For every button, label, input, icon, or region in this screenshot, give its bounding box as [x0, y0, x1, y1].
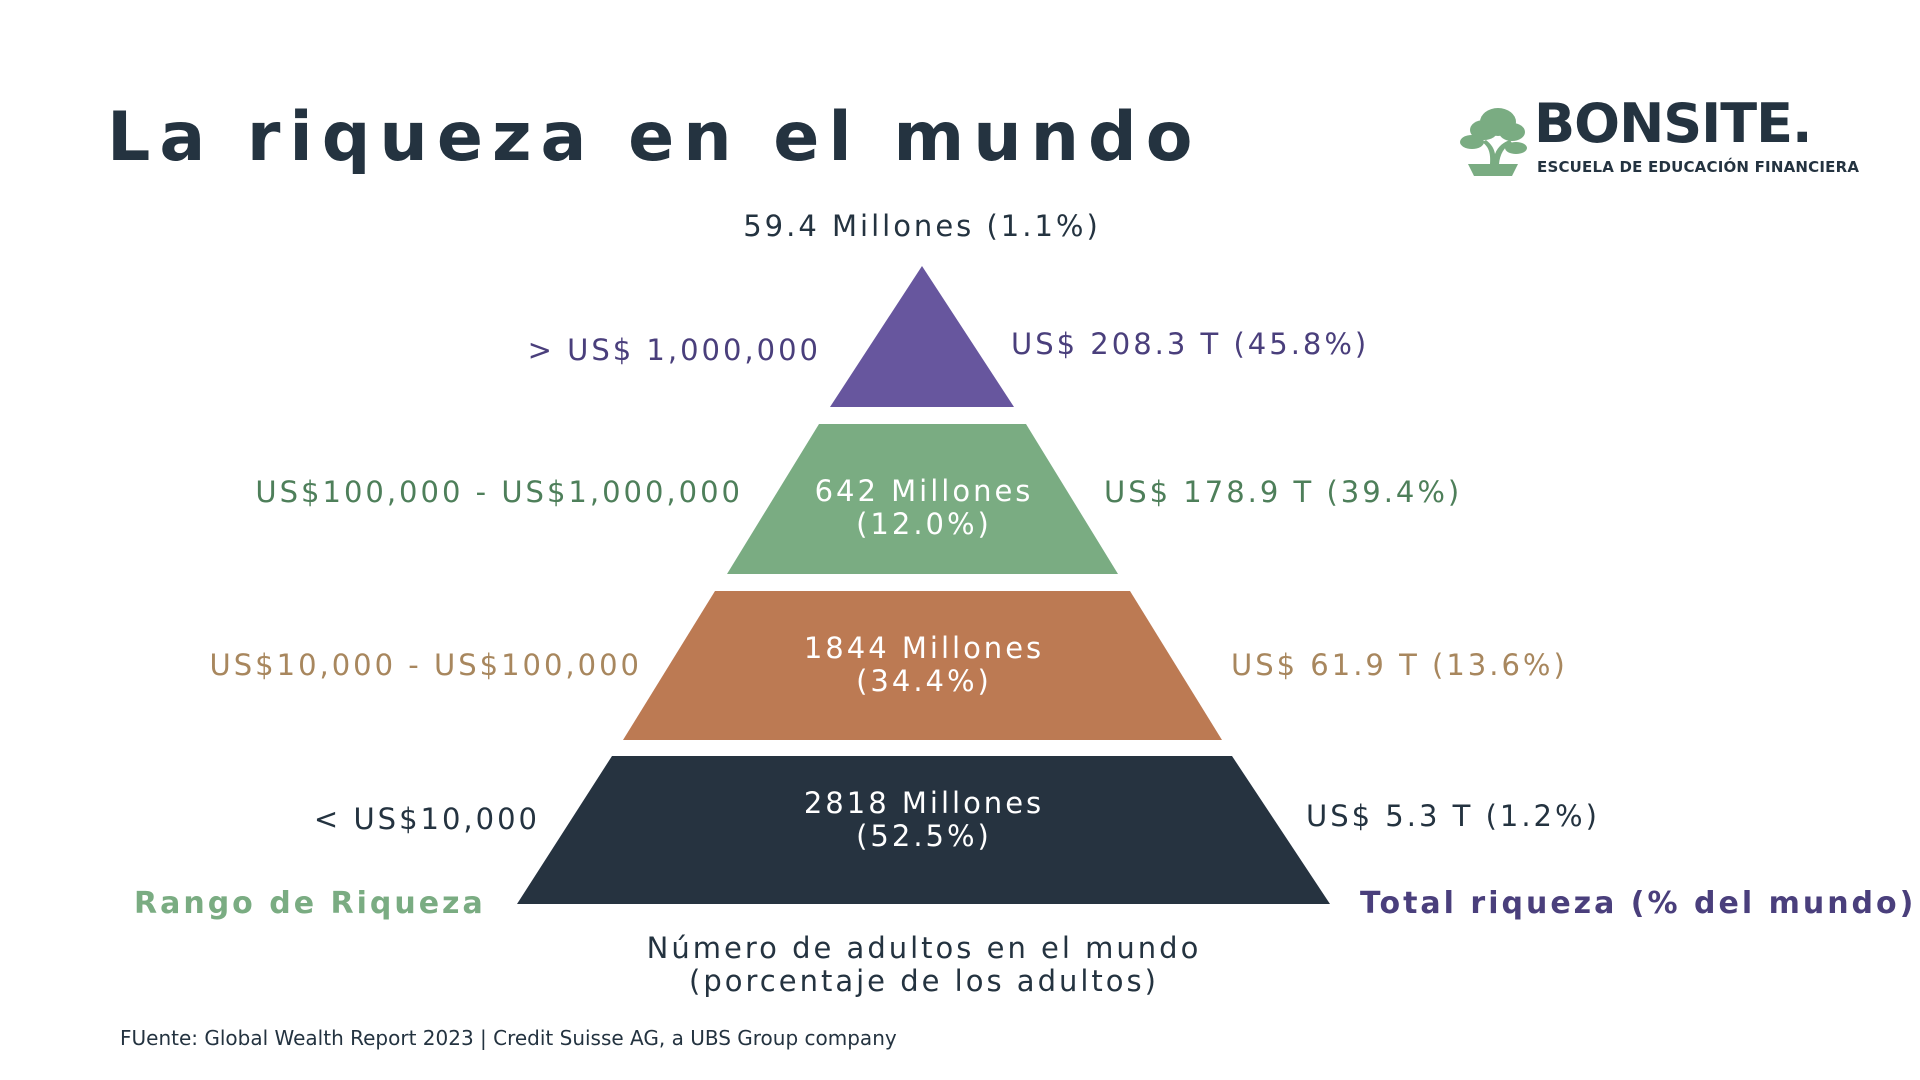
wealth-label-bottom: US$ 5.3 T (1.2%): [1306, 799, 1600, 833]
wealth-label-top: US$ 208.3 T (45.8%): [1011, 327, 1370, 361]
range-label-second: US$100,000 - US$1,000,000: [255, 475, 743, 509]
adults-count-second: 642 Millones: [814, 474, 1034, 508]
legend-adults: Número de adultos en el mundo (porcentaj…: [647, 932, 1202, 998]
range-label-top: > US$ 1,000,000: [527, 333, 821, 367]
adults-pct-third: (34.4%): [856, 664, 992, 698]
wealth-label-second: US$ 178.9 T (39.4%): [1104, 475, 1463, 509]
adults-count-bottom: 2818 Millones: [803, 786, 1045, 820]
legend-total-wealth: Total riqueza (% del mundo): [1360, 886, 1917, 921]
legend-wealth-range: Rango de Riqueza: [134, 886, 486, 921]
page-title: La riqueza en el mundo: [107, 98, 1202, 177]
adults-label-third: 1844 Millones (34.4%): [804, 632, 1044, 698]
pyramid-tier-third: [623, 591, 1222, 740]
range-label-third: US$10,000 - US$100,000: [209, 648, 642, 682]
logo-tagline: ESCUELA DE EDUCACIÓN FINANCIERA: [1537, 158, 1860, 176]
adults-count-third: 1844 Millones: [803, 631, 1045, 665]
source-note: FUente: Global Wealth Report 2023 | Cred…: [120, 1026, 897, 1050]
pyramid-tier-second: [727, 424, 1118, 574]
legend-adults-line1: Número de adultos en el mundo: [646, 931, 1202, 965]
bonsai-tree-icon: [1460, 108, 1527, 176]
range-label-bottom: < US$10,000: [313, 802, 540, 836]
adults-label-second: 642 Millones (12.0%): [815, 475, 1034, 541]
adults-label-bottom: 2818 Millones (52.5%): [804, 787, 1044, 853]
wealth-label-third: US$ 61.9 T (13.6%): [1231, 648, 1568, 682]
pyramid-tier-top: [830, 266, 1014, 407]
pyramid-tier-bottom: [517, 756, 1330, 904]
adults-pct-bottom: (52.5%): [856, 819, 992, 853]
logo-wordmark: BONSITE.: [1534, 92, 1812, 155]
legend-adults-line2: (porcentaje de los adultos): [689, 964, 1159, 998]
bonsite-logo: BONSITE. ESCUELA DE EDUCACIÓN FINANCIERA: [1458, 92, 1859, 184]
adults-pct-second: (12.0%): [856, 507, 992, 541]
top-tier-adults-label: 59.4 Millones (1.1%): [743, 209, 1101, 243]
